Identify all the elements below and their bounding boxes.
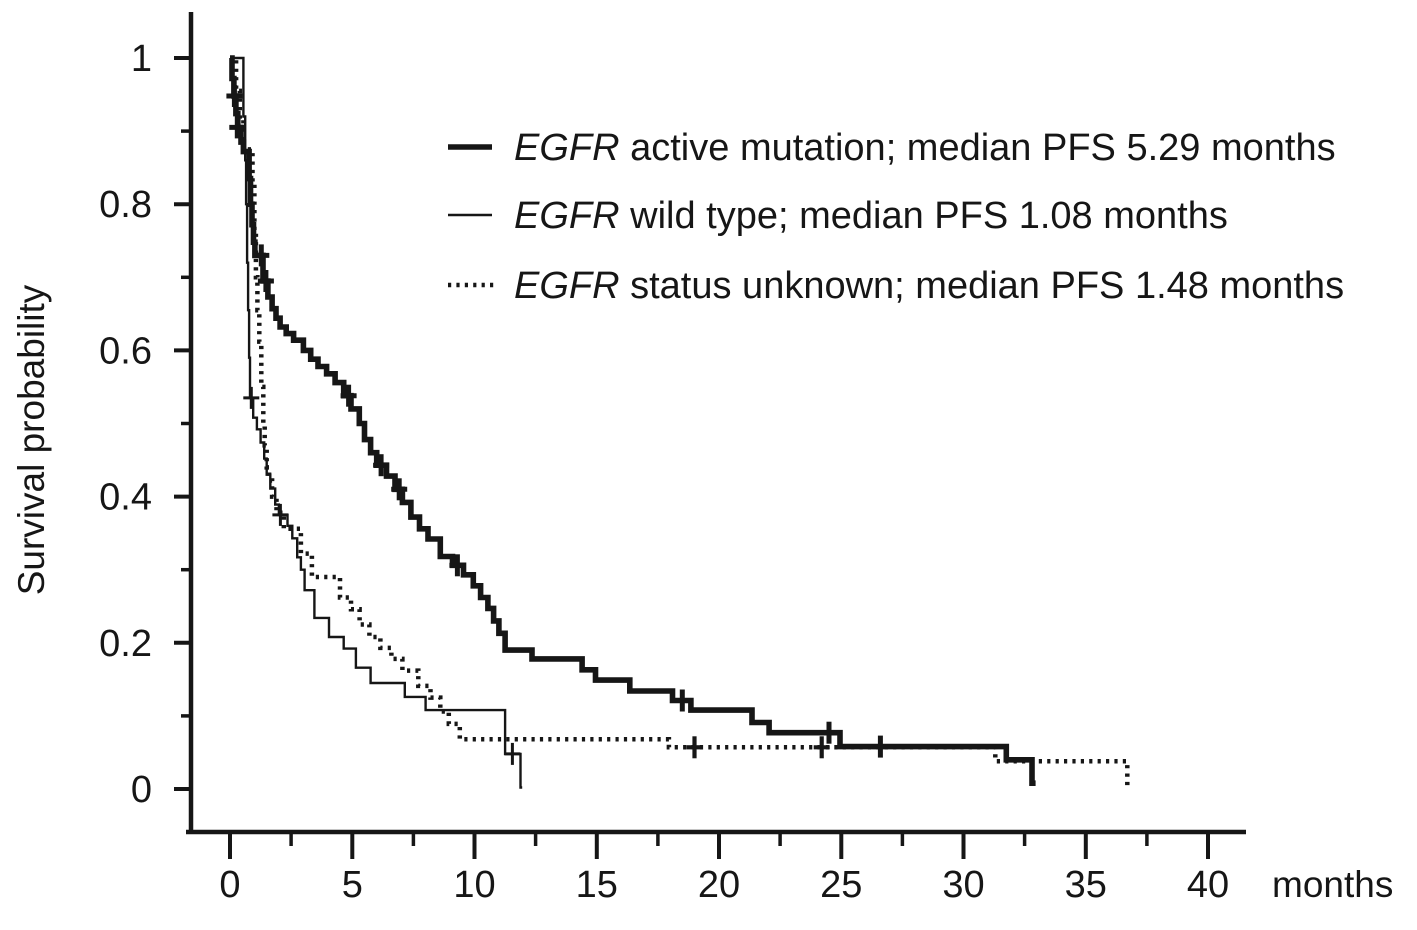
x-tick-label: 10: [453, 864, 495, 906]
legend-label-rest: wild type; median PFS 1.08 months: [620, 195, 1228, 237]
y-axis-title: Survival probability: [11, 284, 52, 595]
legend-label-rest: status unknown; median PFS 1.48 months: [620, 265, 1345, 307]
x-tick-label: 35: [1065, 864, 1107, 906]
x-axis-ticks: [228, 832, 1210, 859]
legend-label: EGFR status unknown; median PFS 1.48 mon…: [514, 265, 1344, 307]
legend-item-egfr-status-unknown: EGFR status unknown; median PFS 1.48 mon…: [448, 265, 1344, 307]
x-tick-label: 15: [576, 864, 618, 906]
y-tick-label: 0.2: [99, 623, 152, 665]
series-curve-egfr-wild-type: [230, 56, 523, 789]
y-axis-tick-labels: 0 0.2 0.4 0.6 0.8 1: [99, 38, 152, 811]
x-tick-label: 30: [942, 864, 984, 906]
x-tick-label: 5: [342, 864, 363, 906]
y-tick-label: 0.6: [99, 330, 152, 372]
x-axis-tick-labels: 0 5 10 15 20 25 30 35 40: [219, 864, 1229, 906]
series-curve-egfr-active-mutation: [229, 55, 1036, 786]
legend-label: EGFR active mutation; median PFS 5.29 mo…: [514, 127, 1336, 169]
y-tick-label: 1: [131, 38, 152, 80]
x-axis-unit-label: months: [1272, 864, 1393, 905]
x-tick-label: 25: [820, 864, 862, 906]
legend-item-egfr-wild-type: EGFR wild type; median PFS 1.08 months: [448, 195, 1228, 237]
y-tick-label: 0.4: [99, 477, 152, 519]
legend-item-egfr-active-mutation: EGFR active mutation; median PFS 5.29 mo…: [448, 127, 1336, 169]
y-tick-label: 0.8: [99, 184, 152, 226]
legend-label-gene: EGFR: [514, 265, 620, 307]
legend: EGFR active mutation; median PFS 5.29 mo…: [448, 127, 1344, 307]
legend-label-gene: EGFR: [514, 195, 620, 237]
x-tick-label: 20: [698, 864, 740, 906]
x-tick-label: 40: [1187, 864, 1229, 906]
censor-marks: [226, 85, 889, 765]
y-tick-label: 0: [131, 769, 152, 811]
y-axis-ticks: [174, 56, 191, 791]
legend-label-rest: active mutation; median PFS 5.29 months: [620, 127, 1336, 169]
legend-label-gene: EGFR: [514, 127, 620, 169]
legend-label: EGFR wild type; median PFS 1.08 months: [514, 195, 1228, 237]
x-tick-label: 0: [219, 864, 240, 906]
